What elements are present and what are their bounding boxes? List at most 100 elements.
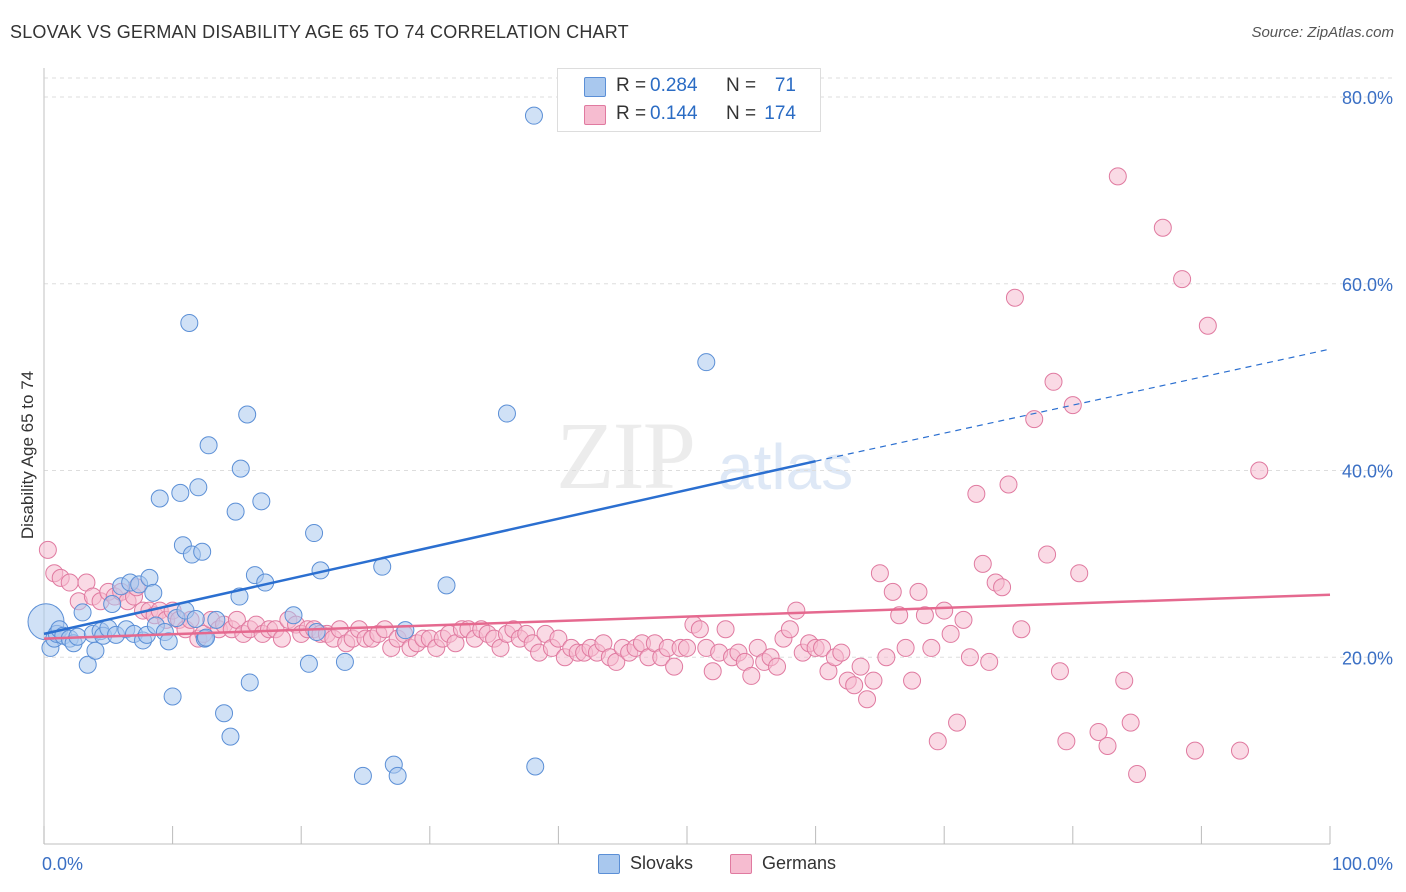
legend-label: Slovaks (630, 853, 694, 873)
german-point (948, 713, 967, 732)
slovak-trend-line (43, 459, 816, 636)
german-point (1115, 671, 1134, 690)
german-point (1173, 270, 1192, 289)
german-point (1089, 722, 1108, 741)
german-point (960, 648, 979, 667)
slovak-point (335, 652, 354, 671)
german-point (780, 620, 799, 639)
legend-label: Germans (762, 853, 837, 873)
german-point (896, 638, 915, 657)
german-point (1198, 316, 1217, 335)
german-point (716, 620, 735, 639)
german-point (703, 662, 722, 681)
german-point (1250, 461, 1269, 480)
slovak-point (199, 436, 218, 455)
german-point (980, 652, 999, 671)
tick-label-layer: 20.0% 40.0% 60.0% 80.0% 0.0% 100.0% (42, 88, 1393, 874)
grid-layer (44, 77, 1392, 658)
german-point (928, 732, 947, 751)
slovak-point (163, 687, 182, 706)
german-point (922, 638, 941, 657)
slovak-point (144, 583, 163, 602)
slovak-point (140, 568, 159, 587)
german-point (1012, 620, 1031, 639)
slovak-point (180, 313, 199, 332)
german-point (1070, 564, 1089, 583)
german-point (272, 629, 291, 648)
slovak-point (353, 766, 372, 785)
slovak-point (524, 106, 543, 125)
axis-layer (43, 68, 1331, 845)
german-point (864, 671, 883, 690)
german-point (813, 638, 832, 657)
german-point (1005, 288, 1024, 307)
slovak-point (78, 655, 97, 674)
n-label: N = (726, 75, 757, 96)
german-point (967, 484, 986, 503)
german-point (690, 620, 709, 639)
german-point (903, 671, 922, 690)
german-point (883, 582, 902, 601)
german-point (1121, 713, 1140, 732)
german-point (845, 676, 864, 695)
slovak-point (221, 727, 240, 746)
german-point (870, 564, 889, 583)
german-point (941, 624, 960, 643)
slovak-point (215, 704, 234, 723)
slovak-point (284, 606, 303, 625)
german-point (993, 578, 1012, 597)
german-point (665, 657, 684, 676)
slovak-point (396, 621, 415, 640)
german-point (890, 606, 909, 625)
n-label: N = (726, 103, 757, 124)
slovak-point (73, 603, 92, 622)
german-point (877, 648, 896, 667)
slovak-point (697, 353, 716, 372)
german-point (375, 620, 394, 639)
slovak-point (150, 489, 169, 508)
r-value: 0.144 (650, 103, 698, 124)
n-value: 71 (774, 75, 796, 96)
german-point (1108, 167, 1127, 186)
slovak-legend-swatch (598, 854, 620, 874)
german-point (1025, 410, 1044, 429)
chart-title: SLOVAK VS GERMAN DISABILITY AGE 65 TO 74… (10, 22, 629, 42)
slovak-point (171, 483, 190, 502)
slovak-point (226, 502, 245, 521)
german-points (38, 167, 1269, 783)
slovak-point (207, 610, 226, 629)
german-point (954, 610, 973, 629)
german-swatch (584, 105, 606, 125)
german-point (999, 475, 1018, 494)
slovak-point (186, 609, 205, 628)
slovak-point (299, 654, 318, 673)
german-point (742, 666, 761, 685)
german-point (1128, 764, 1147, 783)
slovak-point (252, 492, 271, 511)
german-point (973, 554, 992, 573)
slovak-point (193, 542, 212, 561)
y-tick-label: 40.0% (1342, 462, 1393, 482)
slovak-point (238, 405, 257, 424)
y-tick-label: 60.0% (1342, 275, 1393, 295)
slovak-point (388, 766, 407, 785)
x-tick-label: 0.0% (42, 854, 83, 874)
german-point (60, 573, 79, 592)
german-point (1063, 396, 1082, 415)
y-tick-label: 80.0% (1342, 88, 1393, 108)
slovak-point (437, 576, 456, 595)
slovak-point (240, 673, 259, 692)
slovak-points (27, 106, 716, 785)
x-tick-label: 100.0% (1332, 854, 1393, 874)
german-point (768, 657, 787, 676)
r-label: R = (616, 103, 647, 124)
r-value: 0.284 (650, 75, 698, 96)
german-point (851, 657, 870, 676)
n-value: 174 (764, 103, 796, 124)
stats-box: R = 0.284 N = 71 R = 0.144 N = 174 (557, 68, 821, 132)
r-label: R = (616, 75, 647, 96)
slovak-point (307, 623, 326, 642)
german-point (1098, 736, 1117, 755)
slovak-point (159, 632, 178, 651)
slovak-point (189, 478, 208, 497)
